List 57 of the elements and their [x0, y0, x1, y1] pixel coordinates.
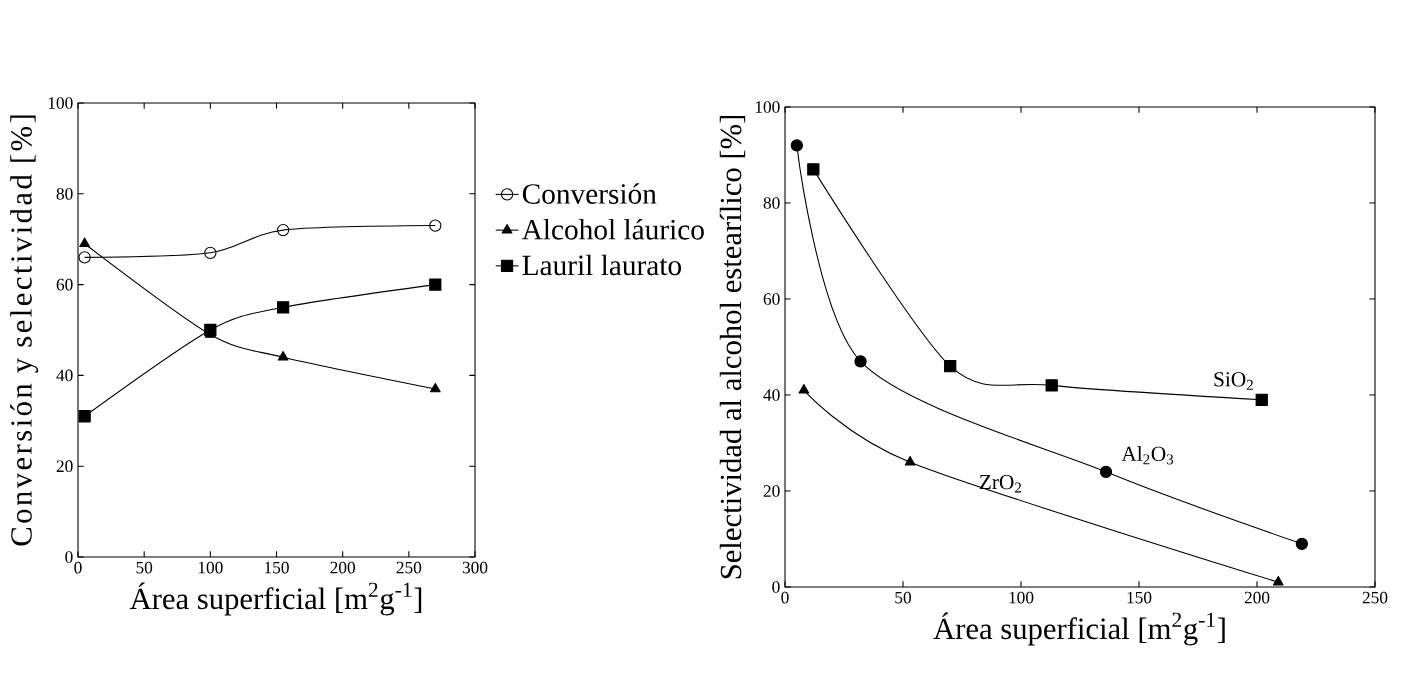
y-tick-label: 60 [763, 293, 780, 305]
point [276, 223, 290, 237]
point [204, 323, 217, 337]
point [429, 219, 442, 232]
y-tick-label: 0 [772, 581, 780, 593]
point [1272, 576, 1284, 586]
series-label: SiO$_{2}$ [1214, 372, 1253, 390]
point [79, 237, 91, 248]
y-tick-label: 0 [65, 551, 73, 563]
x-axis-title: Área superficial [m$^{2}$g$^{-1}$] [933, 612, 1225, 646]
point [276, 301, 290, 314]
point [1255, 393, 1268, 406]
legend-label: Conversión [522, 183, 657, 204]
point [798, 384, 810, 394]
x-tick-label: 250 [396, 561, 422, 574]
point [944, 360, 957, 373]
point [1045, 379, 1058, 392]
point [790, 139, 803, 152]
y-tick-label: 100 [755, 101, 780, 113]
point [429, 382, 441, 393]
x-tick-label: 200 [330, 561, 356, 574]
legend-label: Alcohol láurico [521, 218, 704, 240]
point [204, 246, 217, 259]
x-tick-label: 150 [1127, 591, 1152, 604]
point [1099, 465, 1113, 478]
x-tick-label: 250 [1362, 591, 1388, 604]
legend-label: Lauril laurato [522, 254, 682, 276]
y-axis-title: Conversión y selectividad [%] [10, 115, 39, 546]
x-tick-label: 100 [1009, 591, 1034, 604]
x-tick-label: 150 [265, 561, 289, 574]
x-tick-label: 100 [198, 561, 223, 574]
series-label: Al$_{2}$O$_{3}$ [1121, 446, 1174, 465]
point [807, 163, 820, 176]
point [854, 355, 867, 368]
point [1295, 537, 1308, 550]
x-axis-title: Área superficial [m$^{2}$g$^{-1}$] [129, 582, 422, 616]
y-tick-label: 20 [763, 485, 780, 497]
point [78, 251, 91, 264]
y-axis-title: Selectividad al alcohol estearílico [%] [719, 115, 746, 579]
series-label: ZrO$_{2}$ [979, 474, 1021, 493]
y-tick-label: 100 [48, 97, 73, 109]
x-tick-label: 200 [1244, 591, 1270, 604]
y-tick-label: 60 [56, 278, 73, 291]
x-tick-label: 50 [136, 561, 153, 574]
point [904, 456, 916, 466]
y-tick-label: 40 [763, 389, 780, 401]
y-tick-label: 40 [56, 369, 73, 382]
y-tick-label: 20 [56, 460, 73, 473]
x-tick-label: 50 [895, 591, 912, 604]
y-tick-label: 80 [56, 187, 73, 200]
x-tick-label: 0 [74, 561, 82, 574]
y-tick-label: 80 [763, 197, 780, 209]
point [429, 278, 442, 291]
x-tick-label: 0 [781, 591, 789, 604]
point [78, 410, 91, 423]
x-tick-label: 300 [462, 561, 488, 574]
point [277, 351, 289, 361]
